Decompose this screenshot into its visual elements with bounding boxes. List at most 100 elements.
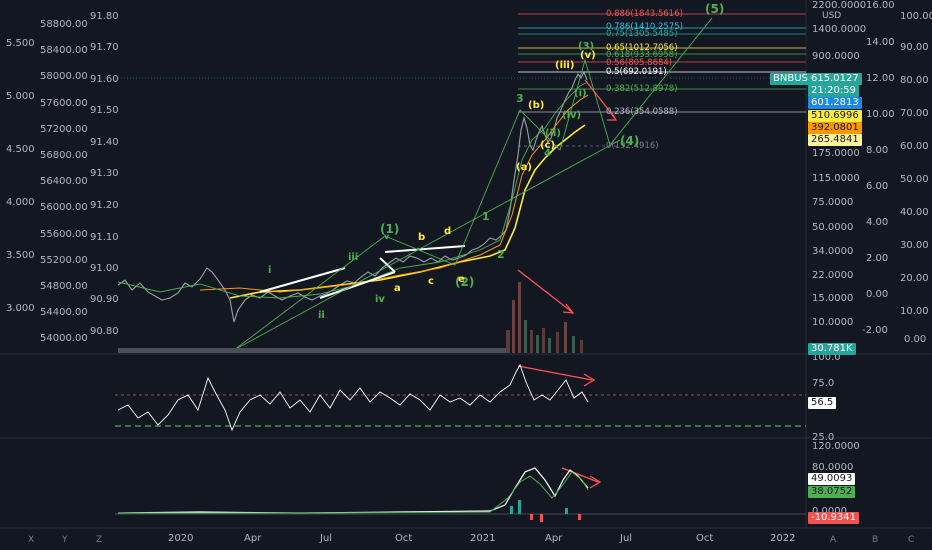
wave-label: 2 (497, 248, 505, 261)
left-tick: 54000.00 (40, 333, 88, 344)
wave-label: (b) (528, 100, 545, 111)
rsi-tick: 75.0 (812, 378, 835, 389)
right2-tick: 80.00 (900, 75, 929, 86)
fib-label: 0.5(692.0191) (606, 67, 667, 77)
axis-a-button[interactable]: A (830, 535, 837, 545)
right1-tick: 6.00 (866, 181, 889, 192)
mid-tick: 91.50 (90, 105, 119, 116)
volume-bars (118, 282, 583, 353)
axis-b-button[interactable]: B (872, 535, 879, 545)
trend-lines (259, 245, 466, 299)
wave-label: b (418, 232, 426, 243)
wave-label: 1 (482, 210, 490, 223)
wave-label: (1) (380, 222, 400, 236)
mid-tick: 90.80 (90, 326, 119, 337)
wave-label: ii (318, 310, 325, 321)
ma-green (117, 81, 589, 299)
far-left-tick: 4.000 (6, 197, 35, 208)
countdown-tag: 21:20:59 (808, 85, 859, 97)
ma2-tag: 510.6996 (808, 110, 862, 122)
right1-tick: 16.00 (866, 0, 895, 11)
mid-tick: 91.40 (90, 137, 119, 148)
osc-tick: 80.0000 (812, 462, 854, 473)
right2-tick: 70.00 (900, 108, 929, 119)
price-tick: 900.0000 (812, 51, 860, 62)
wave-label: (iii) (555, 60, 575, 71)
time-tick: Jul (320, 533, 333, 544)
fib-label: 0(192.4916) (606, 141, 659, 151)
right2-tick: 40.00 (900, 207, 929, 218)
mid-tick: 91.60 (90, 74, 119, 85)
far-left-tick: 5.500 (6, 38, 35, 49)
right1-tick: -2.00 (862, 325, 888, 336)
price-series (117, 70, 588, 323)
right2-tick: 90.00 (900, 42, 929, 53)
time-tick: Oct (395, 533, 413, 544)
osc-tick: 0.0000 (812, 506, 847, 518)
wave-label: a (394, 283, 401, 294)
axis-x-button[interactable]: X (28, 535, 35, 545)
fib-label: 0.65(1012.7056) (606, 43, 678, 53)
ma3-tag: 392.0801 (808, 122, 862, 134)
rsi-tick: 25.0 (812, 432, 835, 443)
wave-label: 4 (544, 148, 551, 159)
wave-label: 3 (516, 92, 524, 105)
right2-tick: 50.00 (900, 174, 929, 185)
wave-label: (3) (578, 41, 595, 52)
price-tick: 115.0000 (812, 173, 860, 184)
mid-tick: 91.20 (90, 200, 119, 211)
time-tick: Oct (696, 533, 714, 544)
right1-tick: 2.00 (866, 253, 889, 264)
axis-y-button[interactable]: Y (62, 535, 68, 545)
left-tick: 56400.00 (40, 176, 88, 187)
fib-label: 0.382(512.8978) (606, 84, 678, 94)
osc1-tag: 49.0093 (808, 473, 856, 485)
rsi-line (117, 363, 589, 432)
time-tick: Apr (244, 533, 262, 544)
right2-tick: 30.00 (900, 240, 929, 251)
axis-c-button[interactable]: C (908, 535, 915, 545)
ma1-tag: 601.2813 (808, 97, 862, 109)
fib-label: 0.886(1843.5616) (606, 9, 683, 19)
wave-label: iv (375, 294, 385, 305)
time-tick: 2022 (770, 533, 796, 544)
wave-label: (2) (455, 275, 475, 289)
fib-label: 0.236(354.0588) (606, 107, 678, 117)
rsi-tick: 100.0 (812, 352, 841, 363)
left-tick: 58000.00 (40, 71, 88, 82)
fib-label: 0.786(1410.2575) (606, 22, 683, 32)
price-tick: 1400.0000 (812, 24, 867, 35)
osc2-tag: 38.0752 (808, 486, 856, 498)
time-tick: Apr (545, 533, 563, 544)
wave-label: (iv) (562, 110, 582, 121)
left-tick: 54400.00 (40, 307, 88, 318)
fib-label: 0.75(1305.5485) (606, 29, 678, 39)
axis-z-button[interactable]: Z (96, 535, 103, 545)
wave-label: i (268, 265, 272, 276)
wave-label: (c) (540, 140, 556, 151)
wave-label: c (428, 276, 434, 287)
right1-tick: 10.00 (866, 109, 895, 120)
right1-tick: 0.00 (866, 289, 889, 300)
wave-label: (i) (574, 88, 587, 99)
right2-tick: 0.00 (904, 334, 927, 345)
right1-tick: 14.00 (866, 37, 895, 48)
price-tick: 175.0000 (812, 148, 860, 159)
red-arrows (517, 79, 618, 489)
far-left-tick: 4.500 (6, 144, 35, 155)
left-tick: 54800.00 (40, 281, 88, 292)
right2-tick: 100.00 (900, 11, 932, 22)
rsi-tag: 56.5 (808, 397, 837, 409)
far-left-tick: 5.000 (6, 91, 35, 102)
mid-tick: 91.80 (90, 11, 119, 22)
right1-tick: 12.00 (866, 73, 895, 84)
left-tick: 56800.00 (40, 150, 88, 161)
ma-orange (199, 94, 589, 293)
wave-label: (v) (580, 50, 596, 61)
fib-label: 0.56(805.8684) (606, 58, 673, 68)
right1-tick: 8.00 (866, 145, 889, 156)
mid-tick: 90.90 (90, 294, 119, 305)
mid-tick: 91.30 (90, 168, 119, 179)
projection-lines (233, 17, 713, 351)
